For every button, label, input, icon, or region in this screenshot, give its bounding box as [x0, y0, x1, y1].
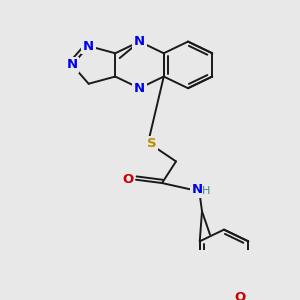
Text: N: N — [83, 40, 94, 52]
Text: N: N — [134, 35, 145, 48]
Text: H: H — [202, 186, 210, 197]
Text: N: N — [191, 183, 203, 196]
Text: O: O — [234, 290, 246, 300]
Text: O: O — [122, 173, 134, 186]
Text: N: N — [134, 82, 145, 95]
Text: S: S — [147, 137, 157, 150]
Text: N: N — [67, 58, 78, 71]
